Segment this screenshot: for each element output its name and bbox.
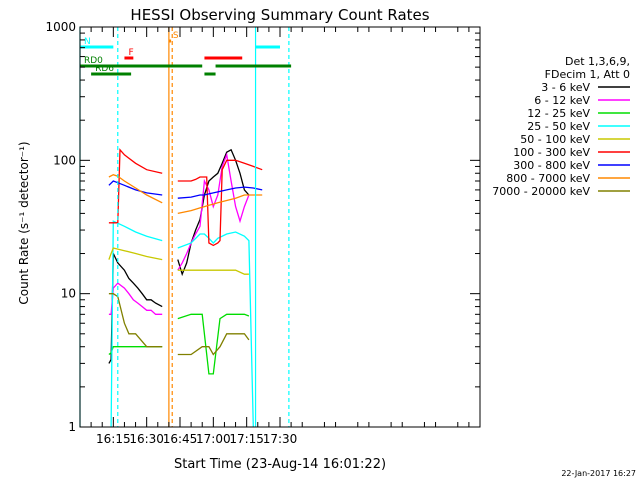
legend-entry-6: 300 - 800 keV — [513, 159, 590, 172]
series-line-1-seg-0 — [108, 282, 163, 315]
x-tick-label-3: 17:00 — [196, 432, 231, 446]
series-line-6-seg-1 — [177, 186, 263, 199]
y-axis-label: Count Rate (s⁻¹ detector⁻¹) — [17, 141, 31, 304]
flag-label-0: N — [84, 37, 91, 47]
series-line-3-seg-1 — [177, 231, 255, 427]
legend-entry-7: 800 - 7000 keV — [506, 172, 590, 185]
legend-header-1: FDecim 1, Att 0 — [545, 68, 630, 81]
series-line-0-seg-1 — [177, 148, 250, 277]
series-line-8-seg-0 — [108, 293, 163, 348]
x-tick-label-0: 16:15 — [96, 432, 131, 446]
series-line-7-seg-0 — [108, 173, 163, 204]
legend-header-0: Det 1,3,6,9, — [565, 55, 630, 68]
series-group — [108, 148, 263, 427]
x-tick-label-5: 17:30 — [263, 432, 298, 446]
plot-data-layer — [79, 27, 290, 427]
legend-entry-1: 6 - 12 keV — [534, 94, 590, 107]
series-line-6-seg-0 — [108, 180, 163, 196]
series-line-4-seg-1 — [177, 269, 249, 275]
x-axis-label: Start Time (23-Aug-14 16:01:22) — [174, 457, 386, 472]
series-line-8-seg-1 — [177, 333, 250, 356]
footer-date: 22-Jan-2017 16:27 — [561, 469, 636, 478]
y-tick-label-1: 10 — [61, 287, 76, 301]
x-tick-label-4: 17:15 — [229, 432, 264, 446]
y-tick-label-2: 100 — [53, 153, 76, 167]
flag-label-2: S — [173, 31, 179, 41]
legend-entry-8: 7000 - 20000 keV — [492, 185, 590, 198]
plot-frame — [79, 26, 481, 428]
flag-label-3: RD0 — [84, 56, 103, 66]
legend-entry-2: 12 - 25 keV — [527, 107, 590, 120]
flag-label-4: RD6 — [95, 64, 114, 74]
x-tick-label-2: 16:45 — [163, 432, 198, 446]
legend-entry-5: 100 - 300 keV — [513, 146, 590, 159]
series-line-1-seg-1 — [177, 152, 250, 271]
legend-entry-4: 50 - 100 keV — [520, 133, 590, 146]
flag-label-1: F — [128, 48, 133, 58]
series-line-7-seg-1 — [177, 194, 263, 215]
series-line-5-seg-0 — [108, 148, 163, 224]
series-line-2-seg-1 — [177, 313, 250, 375]
chart-title: HESSI Observing Summary Count Rates — [130, 6, 429, 24]
series-line-3-seg-0 — [110, 220, 163, 427]
y-tick-label-3: 1000 — [45, 20, 76, 34]
series-line-2-seg-0 — [108, 346, 163, 356]
series-line-4-seg-0 — [108, 247, 163, 261]
x-tick-label-1: 16:30 — [129, 432, 164, 446]
series-line-5-seg-1 — [177, 159, 263, 247]
y-tick-label-0: 1 — [68, 420, 76, 434]
legend-entry-0: 3 - 6 keV — [541, 81, 590, 94]
legend-entry-3: 25 - 50 keV — [527, 120, 590, 133]
